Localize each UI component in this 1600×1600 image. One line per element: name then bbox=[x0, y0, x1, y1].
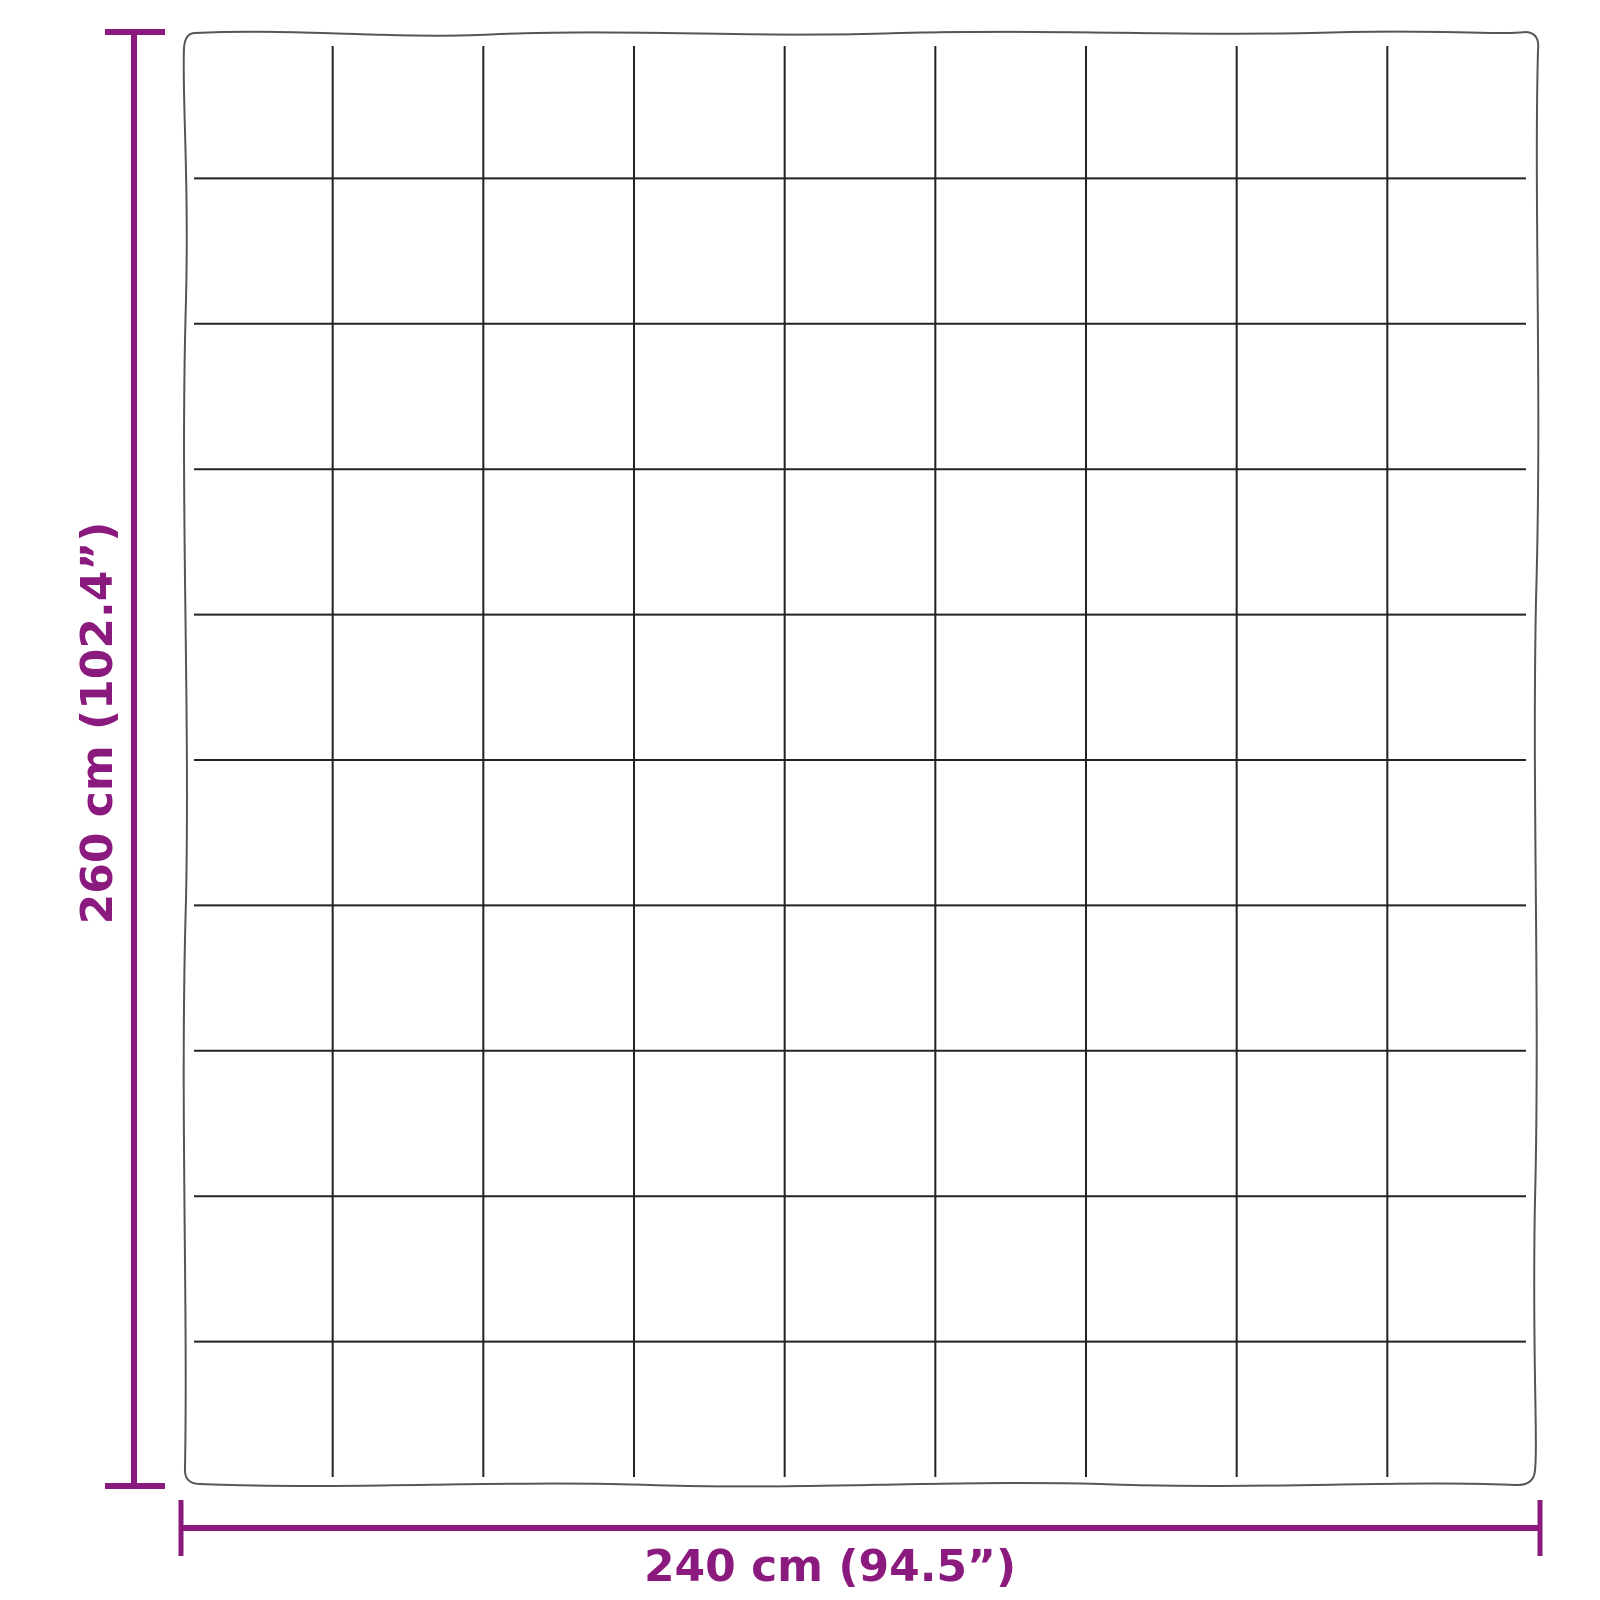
height-label: 260 cm (102.4”) bbox=[72, 522, 123, 925]
width-dimension: 240 cm (94.5”) bbox=[178, 1500, 1543, 1592]
width-label: 240 cm (94.5”) bbox=[644, 1541, 1016, 1592]
height-dimension: 260 cm (102.4”) bbox=[72, 29, 165, 1489]
stitch-grid bbox=[194, 46, 1526, 1477]
blanket-outline bbox=[182, 30, 1540, 1488]
